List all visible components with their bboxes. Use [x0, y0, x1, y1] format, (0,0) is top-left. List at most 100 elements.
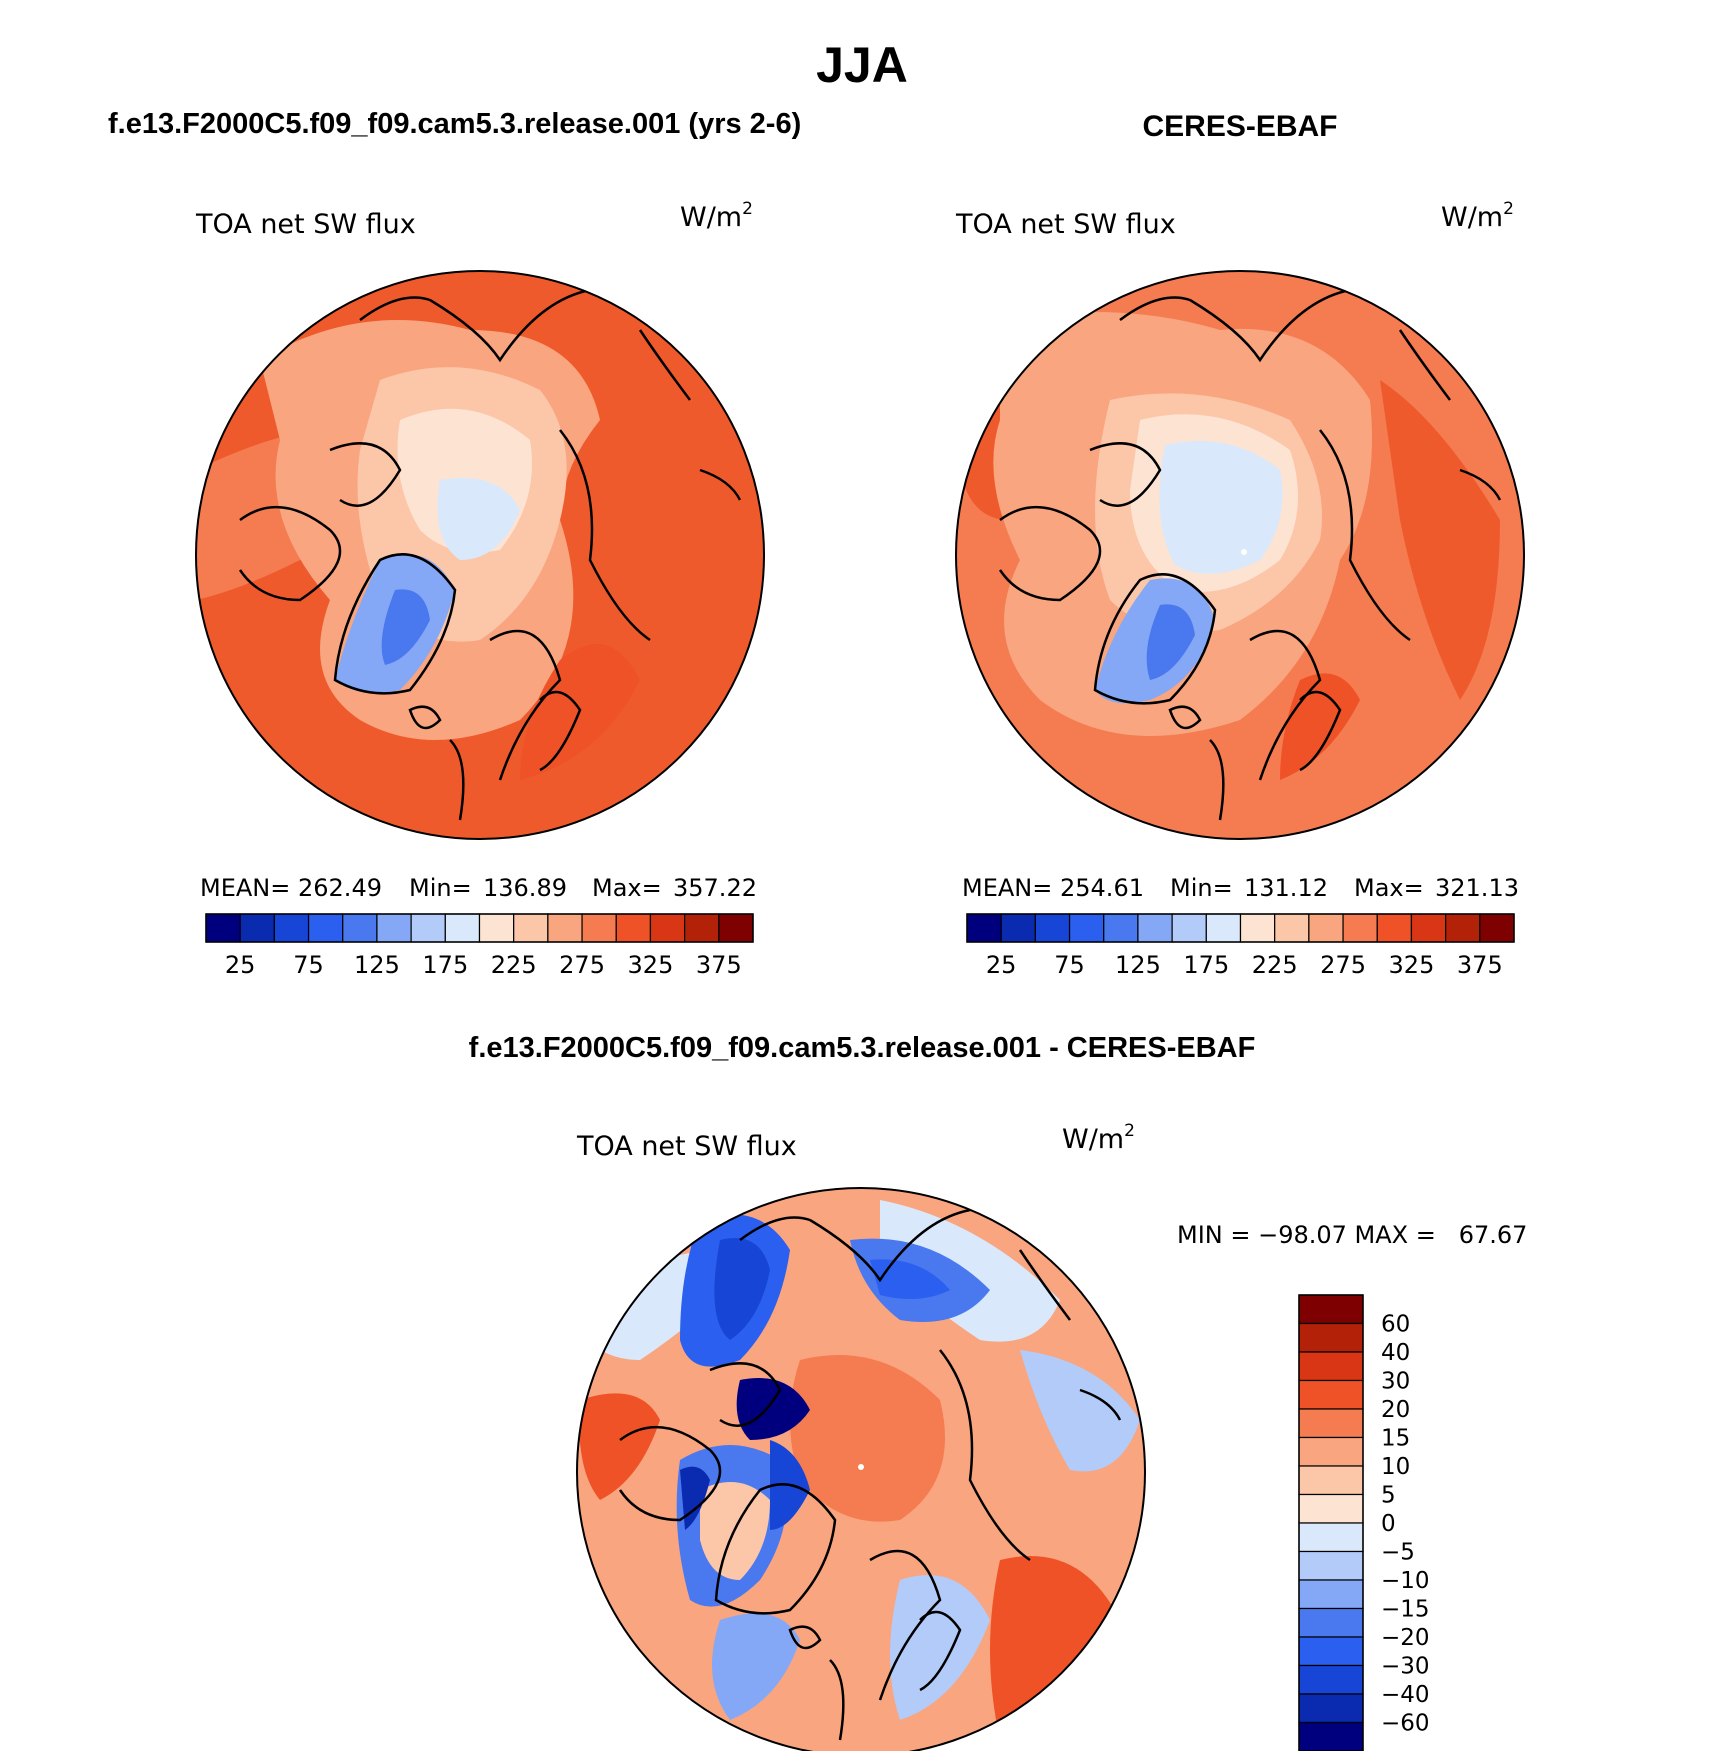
panel-c-field-region — [880, 1200, 1060, 1342]
panel-b-max-value: 321.13 — [1435, 874, 1519, 902]
colorbar-tick-label: 325 — [628, 951, 674, 979]
panel-c-map-border — [576, 1187, 1146, 1751]
colorbar-swatch — [513, 913, 549, 943]
panel-b-min-value: 131.12 — [1244, 874, 1328, 902]
colorbar-tick-label: 325 — [1389, 951, 1435, 979]
colorbar-tick-label: 10 — [1381, 1454, 1410, 1480]
panel-c-field-region — [790, 1355, 945, 1522]
colorbar-tick-label: 20 — [1381, 1397, 1410, 1423]
colorbar-swatch — [1445, 913, 1481, 943]
colorbar-swatch — [478, 913, 515, 943]
panel-b-colorbar: 25 75 125 175 225 275 325 375 — [966, 913, 1515, 979]
panel-a-coastlines — [238, 288, 742, 821]
colorbar-swatch — [273, 913, 310, 943]
colorbar-swatch — [1298, 1294, 1364, 1325]
colorbar-frame — [205, 913, 754, 943]
colorbar-tick-label: 275 — [559, 951, 605, 979]
panel-c-field-region — [579, 1393, 660, 1500]
panel-b-pole-marker — [1241, 549, 1247, 555]
panel-c-units: W/m2 — [1062, 1121, 1135, 1155]
panel-c-coastlines — [618, 1208, 1122, 1741]
panel-c-minmax: MIN = −98.07 MAX = 67.67 — [1177, 1221, 1527, 1249]
panel-b-max-label: Max= — [1354, 874, 1424, 902]
panel-b-case-title: CERES-EBAF — [1142, 110, 1337, 143]
panel-a-colorbar: 25 75 125 175 225 275 325 375 — [205, 913, 754, 979]
colorbar-tick-label: 25 — [225, 951, 256, 979]
panel-b-variable-label: TOA net SW flux — [955, 209, 1176, 240]
panel-c-field-region — [870, 1259, 950, 1299]
panel-c-field-region — [712, 1613, 800, 1720]
colorbar-tick-label: 60 — [1381, 1312, 1410, 1338]
colorbar-swatch — [1298, 1522, 1364, 1553]
colorbar-swatch — [1410, 913, 1447, 943]
colorbar-swatch — [615, 913, 652, 943]
panel-a-variable-label: TOA net SW flux — [195, 209, 416, 240]
colorbar-swatch — [1298, 1379, 1364, 1410]
panel-b-mean-value: 254.61 — [1060, 874, 1144, 902]
colorbar-tick-label: 5 — [1381, 1483, 1396, 1509]
panel-a-units: W/m2 — [680, 199, 753, 233]
colorbar-swatch — [1034, 913, 1071, 943]
panel-b-field-region — [1146, 604, 1195, 680]
panel-a: TOA net SW flux W/m2 — [195, 199, 765, 979]
colorbar-swatch — [1298, 1550, 1364, 1581]
panel-c-pole-marker — [858, 1464, 864, 1470]
colorbar-tick-label: 175 — [1183, 951, 1229, 979]
colorbar-swatch — [547, 913, 583, 943]
colorbar-swatch — [1298, 1408, 1364, 1439]
panel-a-case-title: f.e13.F2000C5.f09_f09.cam5.3.release.001… — [108, 108, 801, 140]
colorbar-tick-label: 125 — [1115, 951, 1161, 979]
colorbar-swatch — [205, 913, 241, 943]
panel-c-field-region — [736, 1378, 810, 1440]
colorbar-tick-label: 30 — [1381, 1369, 1410, 1395]
colorbar-tick-label: 175 — [422, 951, 468, 979]
colorbar-tick-label: 25 — [986, 951, 1017, 979]
panel-a-mean-label: MEAN= — [200, 874, 290, 902]
panel-a-max-label: Max= — [592, 874, 662, 902]
colorbar-frame — [966, 913, 1515, 943]
colorbar-tick-label: −40 — [1381, 1682, 1430, 1708]
colorbar-swatch — [1000, 913, 1036, 943]
figure-title: JJA — [816, 37, 908, 93]
panel-a-field-region — [437, 478, 520, 560]
panel-a-mean-value: 262.49 — [298, 874, 382, 902]
colorbar-swatch — [1479, 913, 1515, 943]
colorbar-swatch — [307, 913, 344, 943]
colorbar-tick-label: 375 — [696, 951, 742, 979]
colorbar-tick-label: −30 — [1381, 1654, 1430, 1680]
colorbar-tick-label: −15 — [1381, 1597, 1430, 1623]
colorbar-tick-label: −5 — [1381, 1540, 1415, 1566]
panel-a-min-label: Min= — [409, 874, 472, 902]
colorbar-swatch — [1298, 1465, 1364, 1496]
panel-c-field-region — [990, 1556, 1120, 1740]
panel-b-field-region — [1159, 440, 1283, 574]
panel-b-coastlines — [998, 288, 1502, 821]
colorbar-swatch — [1298, 1664, 1364, 1695]
colorbar-tick-label: 75 — [1054, 951, 1085, 979]
colorbar-swatch — [1298, 1493, 1364, 1524]
colorbar-swatch — [1298, 1322, 1364, 1353]
panel-b-field-region — [1380, 380, 1500, 700]
colorbar-swatch — [1308, 913, 1344, 943]
colorbar-swatch — [718, 913, 754, 943]
panel-c-variable-label: TOA net SW flux — [576, 1131, 797, 1162]
colorbar-swatch — [1274, 913, 1310, 943]
panel-a-field-region — [381, 589, 430, 665]
colorbar-swatch — [966, 913, 1002, 943]
colorbar-swatch — [444, 913, 481, 943]
colorbar-tick-label: 275 — [1320, 951, 1366, 979]
panel-b-map-border — [955, 270, 1525, 840]
colorbar-tick-label: 0 — [1381, 1511, 1396, 1537]
colorbar-swatch — [684, 913, 720, 943]
panel-a-map-border — [195, 270, 765, 840]
panel-a-max-value: 357.22 — [673, 874, 757, 902]
colorbar-tick-label: 225 — [491, 951, 537, 979]
panel-c-map — [577, 1188, 1145, 1751]
panel-a-map — [196, 271, 764, 839]
colorbar-tick-label: −10 — [1381, 1568, 1430, 1594]
diff-title: f.e13.F2000C5.f09_f09.cam5.3.release.001… — [469, 1032, 1256, 1064]
colorbar-swatch — [1342, 913, 1378, 943]
colorbar-tick-label: 375 — [1457, 951, 1503, 979]
